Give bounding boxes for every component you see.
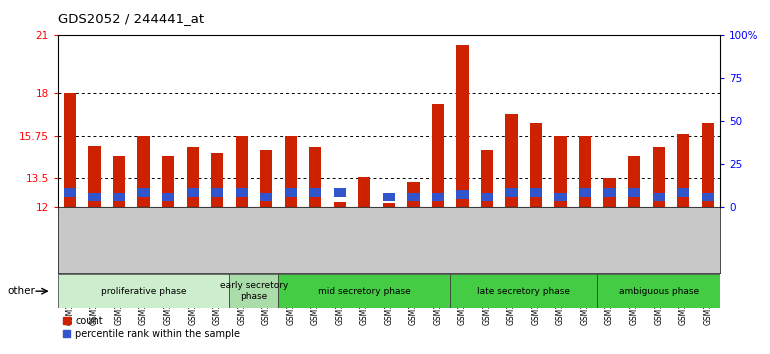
Bar [186, 147, 199, 207]
Bar [407, 182, 420, 207]
Bar [229, 274, 279, 308]
Bar [505, 114, 517, 207]
Text: GDS2052 / 244441_at: GDS2052 / 244441_at [58, 12, 204, 25]
Bar [701, 193, 714, 201]
Bar [138, 188, 149, 196]
Bar [279, 274, 450, 308]
Bar [604, 177, 616, 207]
Bar [236, 136, 248, 207]
Bar [64, 93, 76, 207]
Bar [505, 188, 517, 196]
Bar [260, 150, 273, 207]
Bar [677, 134, 689, 207]
Legend: count, percentile rank within the sample: count, percentile rank within the sample [62, 316, 240, 339]
Bar [579, 136, 591, 207]
Bar [162, 156, 174, 207]
Text: mid secretory phase: mid secretory phase [318, 287, 410, 296]
Bar [450, 274, 598, 308]
Bar [652, 193, 665, 201]
Bar [211, 188, 223, 196]
Bar [89, 193, 101, 201]
Bar [701, 123, 714, 207]
Bar [432, 193, 444, 201]
Bar [604, 188, 616, 196]
Bar [358, 177, 370, 207]
Text: early secretory
phase: early secretory phase [219, 281, 288, 301]
Bar [628, 156, 640, 207]
Bar [162, 193, 174, 201]
Bar [211, 153, 223, 207]
Bar [457, 45, 469, 207]
Bar [285, 188, 297, 196]
Bar [530, 188, 542, 196]
Bar [58, 274, 229, 308]
Bar [480, 150, 493, 207]
Bar [598, 274, 720, 308]
Bar [64, 188, 76, 196]
Bar [138, 136, 149, 207]
Bar [407, 193, 420, 201]
Bar [554, 136, 567, 207]
Bar [554, 193, 567, 201]
Text: proliferative phase: proliferative phase [101, 287, 186, 296]
Bar [333, 202, 346, 207]
Bar [457, 190, 469, 199]
Bar [89, 146, 101, 207]
Bar [530, 123, 542, 207]
Bar [480, 193, 493, 201]
Bar [652, 147, 665, 207]
Text: late secretory phase: late secretory phase [477, 287, 571, 296]
Bar [309, 188, 321, 196]
Bar [113, 193, 126, 201]
Bar [579, 188, 591, 196]
Bar [309, 147, 321, 207]
Bar [236, 188, 248, 196]
Bar [260, 193, 273, 201]
Bar [677, 188, 689, 196]
Bar [113, 156, 126, 207]
Text: other: other [8, 286, 35, 296]
Bar [432, 104, 444, 207]
Bar [333, 188, 346, 196]
Bar [383, 193, 395, 201]
Text: ambiguous phase: ambiguous phase [618, 287, 698, 296]
Bar [628, 188, 640, 196]
Bar [383, 203, 395, 207]
Bar [186, 188, 199, 196]
Bar [285, 136, 297, 207]
